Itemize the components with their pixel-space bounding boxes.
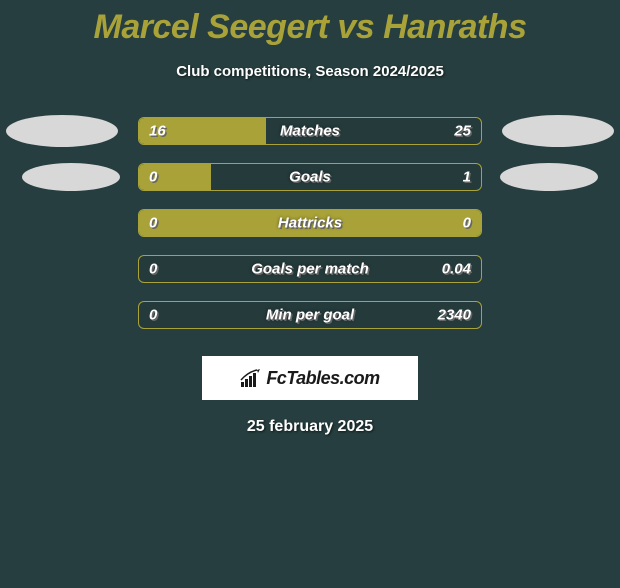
stat-label: Goals per match <box>251 261 369 278</box>
value-left: 0 <box>149 307 157 324</box>
player-badge-right <box>500 163 598 191</box>
stat-label: Min per goal <box>266 307 354 324</box>
player-badge-left <box>6 115 118 147</box>
source-logo: FcTables.com <box>202 356 418 400</box>
comparison-row: 0 Hattricks 0 <box>0 200 620 246</box>
value-right: 25 <box>454 123 471 140</box>
stat-bar: 0 Goals 1 <box>138 163 482 191</box>
logo-text: FcTables.com <box>266 368 379 389</box>
value-right: 0.04 <box>442 261 471 278</box>
player-badge-left <box>22 163 120 191</box>
stat-label: Hattricks <box>278 215 342 232</box>
value-left: 0 <box>149 261 157 278</box>
stat-bar: 0 Goals per match 0.04 <box>138 255 482 283</box>
stat-label: Goals <box>289 169 331 186</box>
player-badge-right <box>502 115 614 147</box>
comparison-row: 16 Matches 25 <box>0 108 620 154</box>
stat-bar: 0 Hattricks 0 <box>138 209 482 237</box>
comparison-row: 0 Goals 1 <box>0 154 620 200</box>
date-label: 25 february 2025 <box>0 418 620 436</box>
comparison-chart: 16 Matches 25 0 Goals 1 0 Hattricks 0 0 Goals per … <box>0 108 620 338</box>
stat-label: Matches <box>280 123 340 140</box>
value-right: 1 <box>463 169 471 186</box>
value-left: 0 <box>149 215 157 232</box>
page-title: Marcel Seegert vs Hanraths <box>0 8 620 47</box>
subtitle: Club competitions, Season 2024/2025 <box>0 63 620 80</box>
value-right: 0 <box>463 215 471 232</box>
comparison-row: 0 Min per goal 2340 <box>0 292 620 338</box>
value-right: 2340 <box>438 307 471 324</box>
comparison-row: 0 Goals per match 0.04 <box>0 246 620 292</box>
bar-chart-icon <box>240 368 262 388</box>
stat-bar: 0 Min per goal 2340 <box>138 301 482 329</box>
value-left: 16 <box>149 123 166 140</box>
value-left: 0 <box>149 169 157 186</box>
stat-bar: 16 Matches 25 <box>138 117 482 145</box>
